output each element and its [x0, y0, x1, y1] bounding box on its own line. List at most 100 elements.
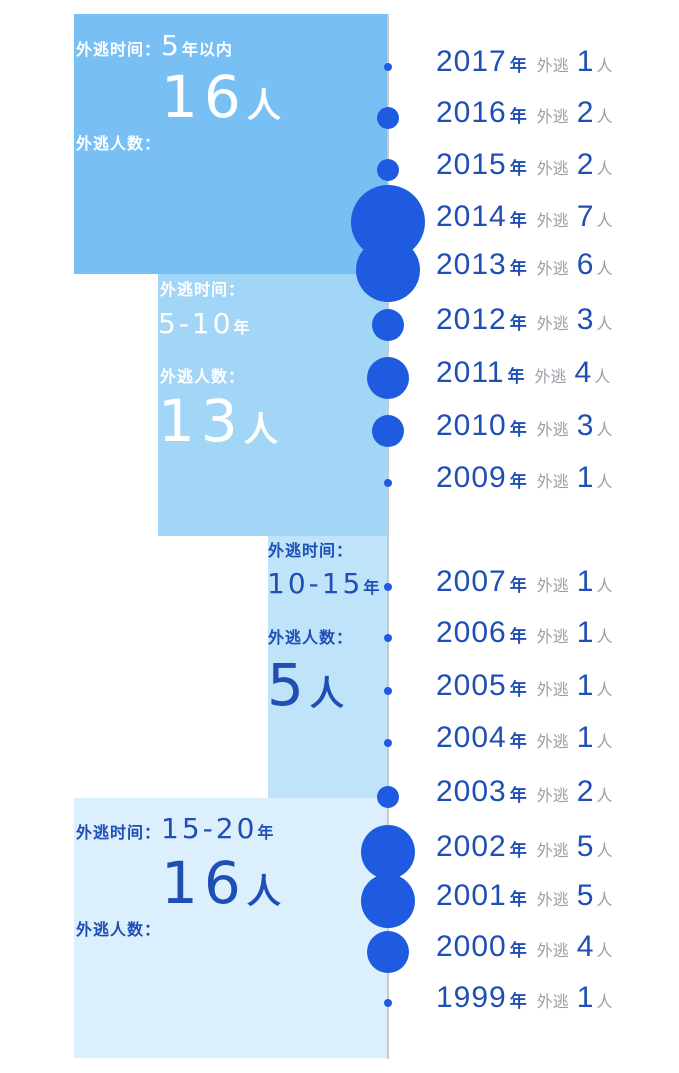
person-suffix: 人 — [596, 992, 613, 1011]
group3-duration-prefix: 外逃时间： — [268, 541, 354, 560]
year-suffix: 年 — [509, 420, 527, 440]
group3-duration-value: 10-15年 — [267, 567, 379, 600]
data-point-2005 — [384, 687, 392, 695]
count-value: 7 — [576, 200, 594, 233]
count-value: 5 — [576, 830, 594, 863]
data-point-2013 — [356, 238, 420, 302]
person-suffix: 人 — [596, 627, 613, 646]
group1-count-label: 外逃人数：16人 — [76, 68, 282, 153]
data-point-2007 — [384, 583, 392, 591]
group1-duration-prefix: 外逃时间： — [76, 40, 162, 59]
group3-count-suffix: 人 — [309, 674, 344, 714]
year-suffix: 年 — [509, 732, 527, 752]
escaped-label: 外逃 — [536, 211, 569, 230]
group4-duration-prefix: 外逃时间： — [76, 823, 162, 842]
person-suffix: 人 — [596, 56, 613, 75]
year-label: 2012 — [436, 303, 507, 336]
person-suffix: 人 — [596, 786, 613, 805]
escaped-label: 外逃 — [536, 941, 569, 960]
group2-count-suffix: 人 — [243, 410, 278, 450]
year-label: 2015 — [436, 148, 507, 181]
group2-count-prefix: 外逃人数： — [160, 367, 246, 386]
group3-duration-suffix: 年 — [363, 578, 380, 597]
data-point-2002 — [361, 825, 415, 879]
escaped-label: 外逃 — [536, 627, 569, 646]
year-row-2002: 2002 年外逃 5 人 — [436, 830, 612, 870]
year-row-2017: 2017 年外逃 1 人 — [436, 45, 612, 85]
person-suffix: 人 — [596, 680, 613, 699]
count-value: 3 — [576, 409, 594, 442]
group4-duration-suffix: 年 — [257, 823, 275, 842]
escaped-label: 外逃 — [536, 107, 569, 126]
group4-duration-label: 外逃时间：15-20年 — [76, 812, 274, 845]
data-point-2009 — [384, 479, 392, 487]
group-block-3 — [268, 536, 388, 798]
escaped-label: 外逃 — [536, 680, 569, 699]
person-suffix: 人 — [596, 841, 613, 860]
group4-count-suffix: 人 — [246, 872, 282, 912]
count-value: 3 — [576, 303, 594, 336]
escaped-label: 外逃 — [536, 314, 569, 333]
data-point-2017 — [384, 63, 392, 71]
escaped-label: 外逃 — [536, 472, 569, 491]
person-suffix: 人 — [596, 159, 613, 178]
count-value: 2 — [576, 96, 594, 129]
year-suffix: 年 — [509, 314, 527, 334]
year-suffix: 年 — [507, 367, 525, 387]
count-value: 1 — [576, 721, 594, 754]
year-suffix: 年 — [509, 941, 527, 961]
group2-duration-value: 5-10年 — [158, 307, 251, 340]
year-suffix: 年 — [509, 107, 527, 127]
year-row-2014: 2014 年外逃 7 人 — [436, 200, 612, 240]
group2-duration-suffix: 年 — [233, 318, 251, 337]
year-suffix: 年 — [509, 211, 527, 231]
year-label: 2006 — [436, 616, 507, 649]
count-value: 1 — [576, 616, 594, 649]
group-block-4 — [74, 798, 388, 1058]
year-suffix: 年 — [509, 56, 527, 76]
group4-count-value: 16 — [161, 849, 247, 917]
group1-duration-suffix: 年以内 — [181, 40, 233, 59]
person-suffix: 人 — [596, 472, 613, 491]
year-suffix: 年 — [509, 576, 527, 596]
group3-count-number: 5 — [267, 651, 310, 719]
year-label: 2017 — [436, 45, 507, 78]
year-label: 2009 — [436, 461, 507, 494]
year-row-2007: 2007 年外逃 1 人 — [436, 565, 612, 605]
year-suffix: 年 — [509, 259, 527, 279]
group4-count-label: 外逃人数：16人 — [76, 854, 282, 939]
data-point-2015 — [377, 159, 399, 181]
data-point-2006 — [384, 634, 392, 642]
group4-duration-value: 15-20 — [161, 812, 258, 845]
year-suffix: 年 — [509, 159, 527, 179]
year-label: 2007 — [436, 565, 507, 598]
data-point-2001 — [361, 874, 415, 928]
year-label: 1999 — [436, 981, 507, 1014]
count-value: 4 — [574, 356, 592, 389]
year-row-2009: 2009 年外逃 1 人 — [436, 461, 612, 501]
year-label: 2001 — [436, 879, 507, 912]
data-point-2011 — [367, 357, 409, 399]
year-row-2015: 2015 年外逃 2 人 — [436, 148, 612, 188]
group-block-2 — [158, 274, 388, 536]
year-row-2011: 2011 年外逃 4 人 — [436, 356, 610, 396]
escaped-label: 外逃 — [536, 732, 569, 751]
timeline-axis — [387, 14, 389, 1059]
group1-count-prefix: 外逃人数： — [76, 134, 162, 153]
count-value: 1 — [576, 669, 594, 702]
group3-duration-number: 10-15 — [267, 567, 364, 600]
escaped-label: 外逃 — [536, 420, 569, 439]
escaped-label: 外逃 — [536, 576, 569, 595]
year-suffix: 年 — [509, 890, 527, 910]
person-suffix: 人 — [596, 314, 613, 333]
escaped-label: 外逃 — [536, 890, 569, 909]
count-value: 1 — [576, 565, 594, 598]
group1-count-suffix: 人 — [246, 86, 282, 126]
year-label: 2016 — [436, 96, 507, 129]
year-row-2004: 2004 年外逃 1 人 — [436, 721, 612, 761]
year-suffix: 年 — [509, 472, 527, 492]
year-suffix: 年 — [509, 786, 527, 806]
year-row-2010: 2010 年外逃 3 人 — [436, 409, 612, 449]
escaped-label: 外逃 — [536, 992, 569, 1011]
person-suffix: 人 — [596, 107, 613, 126]
